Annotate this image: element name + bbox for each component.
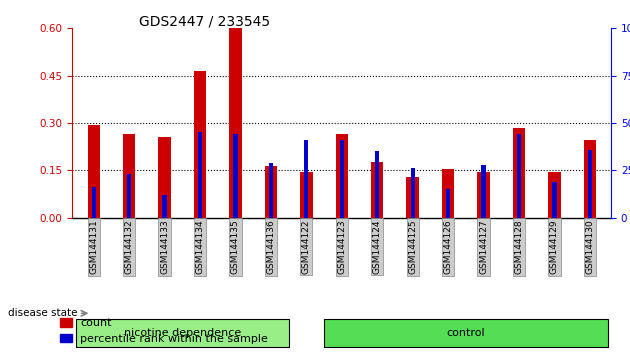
Bar	[300, 172, 312, 218]
Bar	[304, 140, 309, 218]
Text: GSM144123: GSM144123	[337, 219, 346, 274]
Bar	[375, 152, 379, 218]
Bar	[517, 135, 521, 218]
Text: GSM144125: GSM144125	[408, 219, 417, 274]
Bar	[481, 165, 486, 218]
Legend: count, percentile rank within the sample: count, percentile rank within the sample	[56, 314, 273, 348]
Bar	[478, 172, 490, 218]
Bar	[553, 182, 556, 218]
Bar	[163, 195, 167, 218]
Text: GSM144122: GSM144122	[302, 219, 311, 274]
Text: GSM144133: GSM144133	[160, 219, 169, 274]
Text: GSM144131: GSM144131	[89, 219, 98, 274]
Bar	[198, 132, 202, 218]
Bar	[411, 169, 415, 218]
Bar	[442, 169, 454, 218]
Bar	[127, 174, 131, 218]
Bar	[548, 172, 561, 218]
Bar	[158, 137, 171, 218]
Bar	[446, 189, 450, 218]
Text: GSM144126: GSM144126	[444, 219, 452, 274]
Bar	[588, 149, 592, 218]
Text: nicotine dependence: nicotine dependence	[123, 328, 241, 338]
Text: control: control	[447, 328, 485, 338]
Text: GSM144124: GSM144124	[373, 219, 382, 274]
Text: GSM144134: GSM144134	[195, 219, 205, 274]
Bar	[229, 28, 242, 218]
Bar	[91, 187, 96, 218]
Text: GDS2447 / 233545: GDS2447 / 233545	[139, 14, 270, 28]
Text: GSM144135: GSM144135	[231, 219, 240, 274]
Bar	[265, 166, 277, 218]
Text: GSM144127: GSM144127	[479, 219, 488, 274]
Bar	[194, 71, 206, 218]
Bar	[371, 162, 384, 218]
Bar	[583, 141, 596, 218]
Bar	[340, 140, 344, 218]
Bar	[406, 177, 419, 218]
Bar	[123, 134, 135, 218]
Text: disease state: disease state	[8, 308, 77, 318]
Bar	[336, 134, 348, 218]
Text: GSM144132: GSM144132	[125, 219, 134, 274]
Text: GSM144129: GSM144129	[550, 219, 559, 274]
Text: GSM144128: GSM144128	[515, 219, 524, 274]
Bar	[513, 128, 525, 218]
Text: GSM144136: GSM144136	[266, 219, 275, 274]
Bar	[233, 135, 238, 218]
Text: GSM144130: GSM144130	[585, 219, 594, 274]
Bar	[269, 163, 273, 218]
Bar	[88, 125, 100, 218]
